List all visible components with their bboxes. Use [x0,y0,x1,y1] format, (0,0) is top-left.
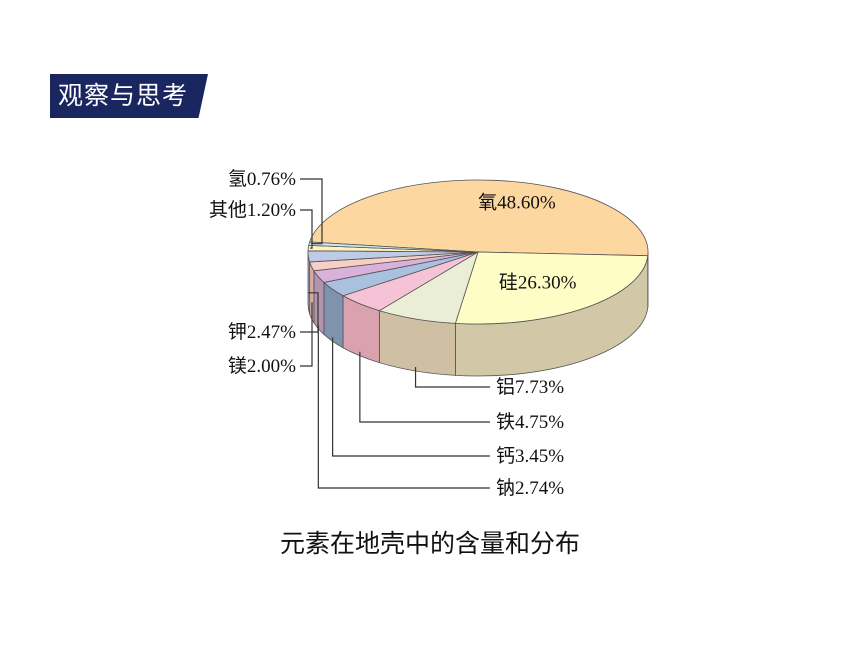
slice-label-镁: 镁2.00% [228,355,296,377]
chart-caption: 元素在地壳中的含量和分布 [279,529,580,558]
slice-label-硅: 硅26.30% [499,271,577,293]
pie-slice-氧 [309,179,649,257]
slice-label-钠: 钠2.74% [496,477,564,499]
slice-label-氧: 氧48.60% [478,192,556,214]
section-tag: 观察与思考 [50,74,208,118]
slice-label-其他: 其他1.20% [209,199,296,221]
pie-slice-氢 [308,241,479,253]
slice-label-氢: 氢0.76% [228,168,296,190]
leader-line-钙 [332,337,490,457]
leader-line-钾 [300,292,319,333]
slice-label-钙: 钙3.45% [496,445,564,467]
leader-line-其他 [300,209,313,249]
leader-line-铝 [414,366,490,388]
pie-slice-硅 [454,251,649,325]
slice-label-铝: 铝7.73% [496,376,564,398]
leader-line-氢 [300,178,323,245]
leader-line-镁 [300,302,313,367]
leader-line-铁 [359,351,490,423]
slice-label-钾: 钾2.47% [228,321,296,343]
leader-line-钠 [317,324,490,489]
slice-label-铁: 铁4.75% [496,411,564,433]
